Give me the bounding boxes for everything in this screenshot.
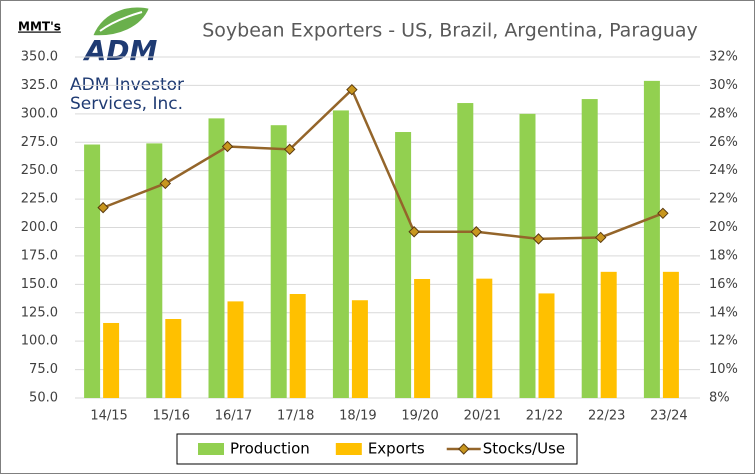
bar [208, 118, 225, 398]
bar [395, 132, 412, 398]
bar [227, 301, 244, 398]
legend-swatch [458, 443, 470, 455]
bar [662, 271, 679, 398]
y2-tick-label: 32% [709, 50, 738, 65]
bar [414, 278, 431, 398]
bar [457, 103, 474, 398]
y-tick-label: 300.0 [21, 106, 58, 121]
chart-title: Soybean Exporters - US, Brazil, Argentin… [202, 20, 698, 42]
marker [221, 140, 234, 153]
y-axis-label: MMT's [18, 20, 61, 34]
logo-caption: Services, Inc. [70, 94, 183, 114]
marker [97, 201, 109, 214]
x-tick-label: 22/23 [588, 409, 625, 424]
y2-tick-label: 22% [709, 192, 738, 207]
x-tick-label: 20/21 [464, 409, 501, 424]
y2-tick-label: 16% [709, 277, 738, 292]
y-tick-label: 50.0 [29, 391, 58, 406]
marker [159, 177, 172, 190]
bar [84, 144, 101, 398]
bar [165, 319, 182, 398]
logo-leaf [90, 5, 152, 38]
legend [176, 433, 578, 465]
x-tick-label: 15/16 [153, 409, 190, 424]
legend-label: Exports [368, 440, 425, 458]
y-tick-label: 175.0 [21, 248, 58, 263]
bar [538, 293, 555, 398]
bar [351, 300, 368, 398]
marker [532, 233, 545, 245]
y-tick-label: 75.0 [29, 362, 58, 377]
x-tick-label: 19/20 [401, 409, 438, 424]
x-tick-label: 21/22 [526, 409, 563, 424]
marker [657, 207, 669, 219]
y2-tick-label: 10% [709, 362, 738, 377]
y-tick-label: 325.0 [21, 78, 58, 93]
x-tick-label: 16/17 [215, 409, 252, 424]
bar [103, 322, 120, 398]
bar [332, 110, 349, 398]
line [102, 87, 664, 241]
bar [270, 125, 287, 398]
y-tick-label: 275.0 [21, 135, 58, 150]
y-tick-label: 350.0 [21, 50, 58, 65]
legend-swatch [335, 443, 362, 455]
bar [476, 278, 493, 398]
y2-tick-label: 28% [709, 106, 738, 121]
marker [283, 143, 296, 156]
legend-label: Stocks/Use [483, 440, 565, 458]
marker [346, 83, 358, 96]
bar [600, 271, 617, 398]
y2-tick-label: 12% [709, 334, 738, 349]
y-tick-label: 200.0 [21, 220, 58, 235]
y2-tick-label: 18% [709, 248, 738, 263]
bar [289, 293, 306, 398]
marker [408, 226, 420, 238]
logo-text: ADM [83, 34, 158, 67]
y-tick-label: 225.0 [21, 192, 58, 207]
x-tick-label: 17/18 [277, 409, 314, 424]
y-tick-label: 125.0 [21, 305, 58, 320]
y-tick-label: 100.0 [21, 334, 58, 349]
y2-tick-label: 30% [709, 78, 738, 93]
y2-tick-label: 20% [709, 220, 738, 235]
legend-swatch [198, 443, 224, 455]
bar [519, 113, 536, 398]
y2-tick-label: 26% [709, 135, 738, 150]
x-tick-label: 14/15 [90, 409, 127, 424]
marker [470, 226, 483, 238]
y-tick-label: 250.0 [21, 163, 58, 178]
bar [581, 99, 598, 398]
y-tick-label: 150.0 [21, 277, 58, 292]
y2-tick-label: 24% [709, 163, 738, 178]
legend-label: Production [230, 440, 310, 458]
x-tick-label: 23/24 [650, 409, 687, 424]
y2-tick-label: 8% [709, 391, 730, 406]
x-tick-label: 18/19 [339, 409, 376, 424]
y2-tick-label: 14% [709, 305, 738, 320]
bar [643, 80, 660, 399]
marker [594, 231, 607, 244]
bar [146, 143, 163, 398]
